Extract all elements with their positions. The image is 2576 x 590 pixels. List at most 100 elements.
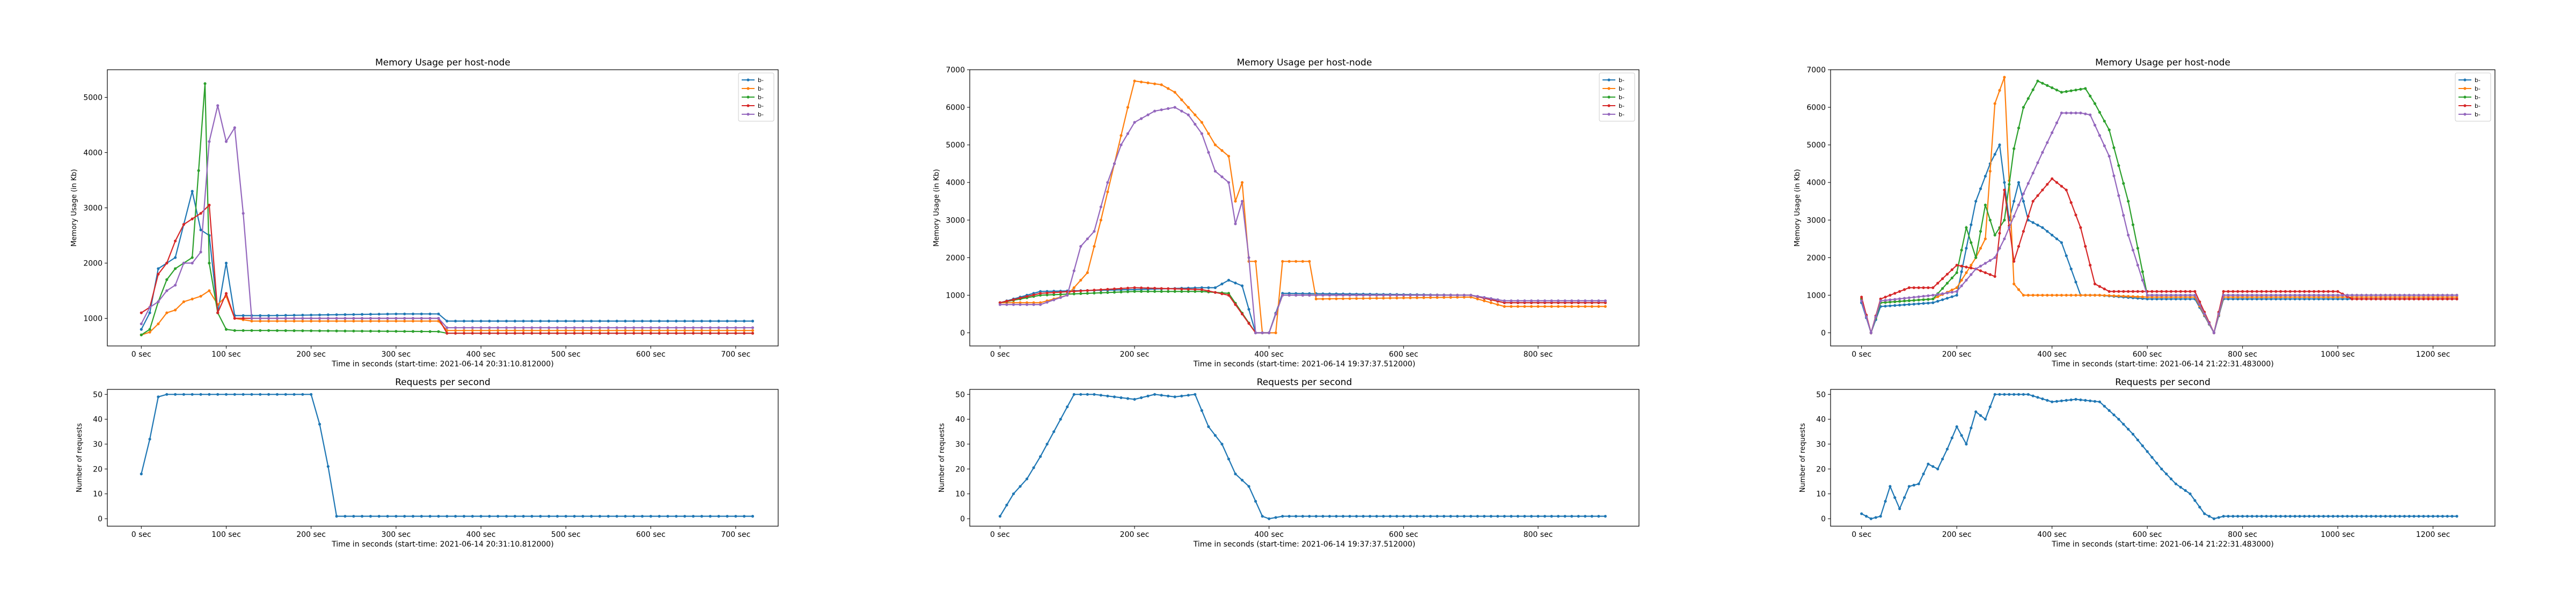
panel3-memory-series5-point: [1974, 267, 1978, 270]
panel2-memory-series5-point: [1241, 200, 1244, 203]
panel3-memory-series4-point: [1927, 286, 1930, 290]
panel3-memory-legend-marker: [2463, 95, 2467, 99]
panel2-memory-ytick-label: 7000: [946, 66, 965, 75]
panel3-memory-series1-point: [2003, 181, 2006, 184]
panel1-memory-series3-point: [284, 329, 287, 333]
panel2-memory-legend-label: b-: [1619, 102, 1624, 109]
panel3-memory-legend-label: b-: [2475, 102, 2480, 109]
panel1-memory-series1-point: [479, 320, 482, 323]
panel1-memory-series3-point: [428, 330, 431, 333]
panel1-memory-series1-point: [275, 314, 279, 317]
panel1-memory-series4-point: [233, 316, 236, 320]
panel2-memory-series5-point: [1462, 293, 1466, 297]
panel2-memory-series2-point: [1395, 297, 1399, 300]
panel1-memory-series4-point: [700, 331, 704, 335]
panel3-memory-series1-point: [1984, 174, 1987, 178]
panel3-requests-series-point: [2036, 396, 2039, 399]
panel3-requests-series-point: [2131, 432, 2135, 436]
panel3-memory-series4-point: [2417, 297, 2420, 301]
panel3-memory-series1-point: [1993, 153, 1996, 156]
panel1-requests-xtick-label: 700 sec: [721, 530, 750, 539]
panel3-memory-series4-point: [2055, 181, 2059, 184]
panel1-requests-xtick-label: 200 sec: [296, 530, 326, 539]
panel3-memory-series5-point: [2384, 293, 2387, 297]
panel2-memory-series2-point: [1294, 260, 1298, 263]
panel1-requests-series-point: [361, 514, 364, 518]
panel3-requests-series-point: [2260, 514, 2263, 518]
panel3-memory-legend: b-b-b-b-b-: [2455, 72, 2491, 122]
panel2-memory-series2-point: [1348, 297, 1351, 300]
panel2-memory-series3-point: [1167, 290, 1170, 293]
panel3-memory-series1-point: [1945, 297, 1949, 300]
panel3-requests-series-point: [2060, 399, 2063, 402]
panel2-memory-xlabel: Time in seconds (start-time: 2021-06-14 …: [1193, 360, 1416, 368]
panel3-memory-series4-point: [1965, 266, 1968, 269]
panel3-memory-series5-point: [2422, 293, 2425, 297]
panel1-memory-series5-markers: [140, 104, 755, 329]
panel2-memory-series1-point: [1213, 286, 1217, 290]
panel1-memory-series2-markers: [140, 289, 755, 337]
panel1-memory-series1-point: [292, 314, 296, 317]
panel3-requests-series-point: [1979, 414, 1982, 417]
panel1-memory-series2-point: [361, 320, 364, 323]
panel1-memory-series2-point: [250, 320, 253, 323]
panel3-memory-series3-point: [1931, 297, 1935, 301]
panel1-memory-series3-point: [208, 261, 211, 265]
panel1-memory-series1-point: [539, 320, 542, 323]
panel1-memory-series5-point: [717, 326, 720, 329]
panel2-memory-series5-point: [1160, 108, 1163, 112]
panel1-memory-series1-point: [148, 311, 151, 314]
panel3-memory-series5-point: [2160, 293, 2163, 297]
panel3-memory-series5-point: [2065, 112, 2068, 115]
panel3-memory-series5-point: [2436, 293, 2440, 297]
panel2-requests-series-point: [1577, 514, 1580, 518]
panel2-memory-series2-point: [1449, 296, 1452, 299]
panel3-memory-series4-point: [2165, 290, 2168, 293]
panel2-memory-series5-point: [1005, 303, 1008, 306]
panel2-requests-series-point: [1274, 516, 1277, 519]
panel3-memory-series4-point: [1955, 263, 1958, 267]
panel1-memory-series2-point: [310, 320, 313, 323]
panel2-memory-series3-point: [1133, 290, 1136, 293]
panel1-memory-series4-point: [708, 331, 712, 335]
panel2-memory-series2-point: [1072, 286, 1075, 290]
panel2-requests-series-point: [1220, 442, 1224, 446]
panel3-memory-legend-label: b-: [2475, 94, 2480, 101]
panel3-memory-series3-point: [2098, 110, 2101, 114]
panel2-memory-series5-point: [1254, 331, 1257, 335]
panel3-memory-series4-point: [2250, 290, 2253, 293]
panel1-memory-series1-point: [513, 320, 517, 323]
panel3-memory-series5-point: [2207, 322, 2211, 325]
panel1-memory-series5-point: [284, 316, 287, 320]
panel1-memory-series4-point: [463, 331, 466, 335]
panel3-memory-series3-point: [1993, 233, 1996, 237]
panel1-memory-series4-point: [632, 331, 635, 335]
panel1-memory-series4-point: [488, 331, 491, 335]
panel2-memory-legend-marker: [1607, 95, 1611, 99]
panel2-memory-series5-point: [1483, 296, 1486, 299]
panel3-requests-series-point: [1874, 516, 1877, 519]
panel1-memory-series2-point: [522, 329, 525, 332]
panel2-memory-series5-point: [1294, 293, 1298, 297]
panel2-requests-series-point: [1375, 514, 1378, 518]
panel1-memory-series1-point: [556, 320, 559, 323]
panel1-memory-series3-point: [403, 330, 406, 333]
panel1-requests-series-point: [743, 514, 746, 518]
panel3-memory-series3-point: [2008, 183, 2011, 186]
panel3-requests-series-markers: [1860, 393, 2458, 520]
panel1-memory-xtick-label: 400 sec: [466, 350, 496, 359]
panel1-memory-series4-point: [624, 331, 627, 335]
panel2-memory-series2-point: [1503, 305, 1506, 308]
panel1-memory-series5-point: [743, 326, 746, 329]
panel2-memory-series4-point: [1234, 303, 1237, 306]
panel2-requests-series-point: [1489, 514, 1492, 518]
panel2-requests-title: Requests per second: [1257, 377, 1352, 388]
panel3-memory-series5-point: [2103, 144, 2106, 148]
panel2-memory-series5-point: [1543, 299, 1547, 303]
panel1-memory-series1-point: [581, 320, 584, 323]
panel1-requests-xtick-label: 500 sec: [551, 530, 581, 539]
panel2-requests-series-point: [1422, 514, 1425, 518]
panel2-memory-series5-point: [1093, 230, 1096, 233]
panel2-memory-series2-point: [1368, 297, 1372, 300]
panel3-memory-series5-point: [2146, 293, 2149, 297]
